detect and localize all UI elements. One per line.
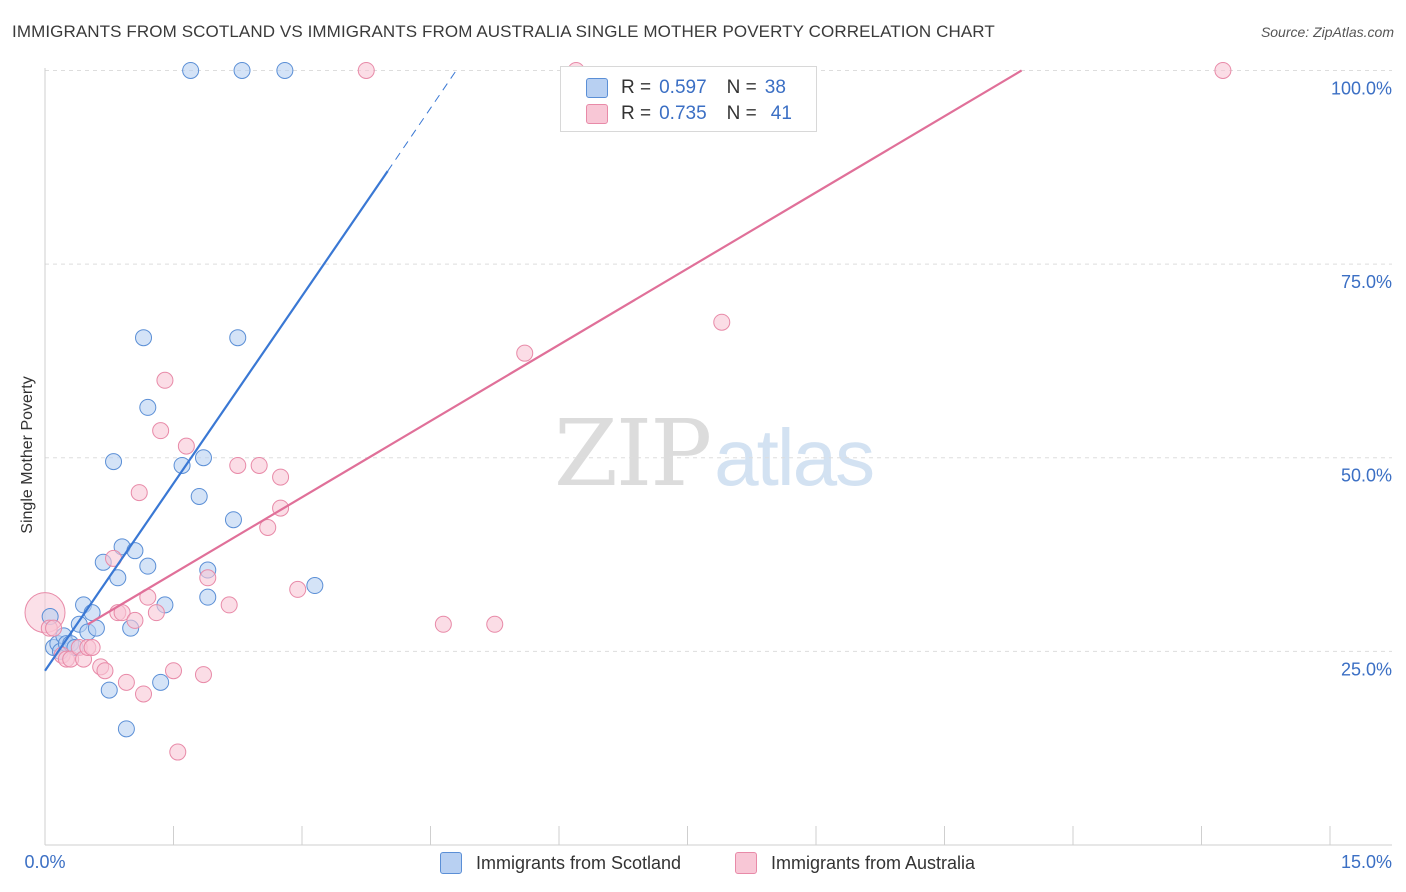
y-tick-label: 50.0% (1341, 466, 1392, 486)
australia-point (126, 611, 144, 629)
y-tick-label: 75.0% (1341, 272, 1392, 292)
scotland-trendline (44, 170, 389, 672)
australia-point (1214, 61, 1232, 79)
legend-scotland-swatch (440, 852, 462, 874)
australia-point (130, 484, 148, 502)
scotland-point (199, 588, 217, 606)
legend-row-scotland: R = 0.597 N = 38 (586, 75, 786, 101)
chart-title: IMMIGRANTS FROM SCOTLAND VS IMMIGRANTS F… (12, 22, 995, 41)
australia-n-value: 41 (770, 103, 792, 124)
australia-point (289, 580, 307, 598)
australia-point (147, 604, 165, 622)
scotland-point (229, 329, 247, 347)
y-tick-label: 100.0% (1331, 78, 1392, 98)
australia-swatch (586, 104, 608, 124)
australia-point (169, 743, 187, 761)
australia-point (220, 596, 238, 614)
scotland-point (135, 329, 153, 347)
australia-point (229, 456, 247, 474)
scotland-point (117, 720, 135, 738)
scotland-point (224, 511, 242, 529)
australia-n-label: N = (726, 103, 757, 124)
legend-scotland-label: Immigrants from Scotland (476, 852, 682, 873)
scotland-point (152, 673, 170, 691)
scotland-point (126, 542, 144, 560)
scotland-point (139, 398, 157, 416)
scotland-point (233, 61, 251, 79)
scotland-trendline-extension (387, 70, 457, 172)
australia-r-label: R = (621, 103, 652, 124)
australia-point (152, 422, 170, 440)
australia-point (486, 615, 504, 633)
scotland-point (105, 453, 123, 471)
watermark-zip: ZIP (554, 400, 712, 507)
x-tick-label-min: 0.0% (24, 852, 65, 872)
legend-australia-swatch (735, 852, 757, 874)
scotland-point (173, 456, 191, 474)
australia-point (165, 662, 182, 680)
legend-item-australia: Immigrants from Australia (735, 852, 975, 874)
australia-point (177, 437, 195, 455)
australia-trendline (87, 69, 1023, 626)
scotland-point (100, 681, 118, 699)
scotland-point (306, 577, 324, 595)
trend-layer (44, 69, 1023, 672)
scotland-point (276, 61, 294, 79)
australia-r-value: 0.735 (659, 103, 707, 124)
australia-point (83, 639, 101, 656)
australia-point (434, 615, 452, 633)
australia-point (135, 685, 153, 703)
axis-layer (44, 68, 1392, 846)
scotland-point (194, 449, 212, 467)
scotland-point (182, 61, 200, 79)
australia-point (272, 468, 290, 486)
australia-point (259, 518, 277, 536)
australia-point (516, 344, 534, 362)
points-layer (24, 61, 1232, 761)
legend-australia-label: Immigrants from Australia (771, 852, 976, 873)
y-tick-label: 25.0% (1341, 659, 1392, 679)
scotland-n-label: N = (726, 77, 757, 98)
tick-labels-layer: 25.0% 50.0% 75.0% 100.0% 0.0% 15.0% (24, 78, 1392, 872)
australia-point (45, 619, 63, 637)
legend-item-scotland: Immigrants from Scotland (440, 852, 681, 874)
source-credit: Source: ZipAtlas.com (1260, 24, 1394, 40)
grid-layer (45, 69, 1392, 652)
legend-row-australia: R = 0.735 N = 41 (586, 101, 792, 127)
x-tick-label-max: 15.0% (1341, 852, 1392, 872)
australia-point (713, 313, 731, 331)
australia-point (250, 456, 268, 474)
scotland-swatch (586, 78, 608, 98)
australia-point (199, 569, 217, 587)
scotland-r-value: 0.597 (659, 77, 707, 98)
australia-point (117, 673, 135, 691)
correlation-legend: R = 0.597 N = 38 R = 0.735 N = 41 (560, 66, 817, 132)
scotland-point (190, 487, 208, 505)
australia-point (156, 371, 174, 389)
scotland-r-label: R = (621, 77, 652, 98)
australia-point (194, 666, 212, 684)
scotland-n-value: 38 (764, 77, 786, 98)
australia-point (96, 662, 114, 680)
australia-point (357, 61, 375, 79)
scotland-point (139, 557, 157, 575)
